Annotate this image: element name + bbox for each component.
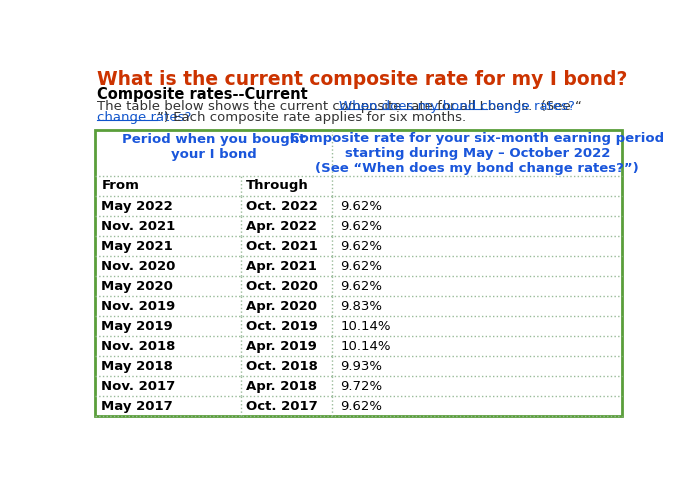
Text: 9.83%: 9.83% [340, 300, 382, 312]
Text: Apr. 2022: Apr. 2022 [246, 220, 316, 233]
Text: From: From [102, 180, 139, 192]
Text: When does my bond change rates?: When does my bond change rates? [340, 100, 575, 113]
Text: Nov. 2020: Nov. 2020 [102, 259, 176, 273]
Text: 9.72%: 9.72% [340, 379, 382, 393]
Text: May 2017: May 2017 [102, 400, 173, 413]
Text: Oct. 2018: Oct. 2018 [246, 360, 318, 372]
Text: Oct. 2021: Oct. 2021 [246, 240, 317, 252]
Text: Apr. 2019: Apr. 2019 [246, 340, 316, 353]
Text: 10.14%: 10.14% [340, 319, 391, 333]
Text: Nov. 2017: Nov. 2017 [102, 379, 176, 393]
Text: May 2020: May 2020 [102, 280, 174, 293]
Text: Apr. 2018: Apr. 2018 [246, 379, 316, 393]
Text: Nov. 2019: Nov. 2019 [102, 300, 176, 312]
Text: May 2021: May 2021 [102, 240, 173, 252]
Text: May 2019: May 2019 [102, 319, 173, 333]
Text: Oct. 2022: Oct. 2022 [246, 199, 317, 212]
Text: 9.93%: 9.93% [340, 360, 382, 372]
Text: 10.14%: 10.14% [340, 340, 391, 353]
Text: Oct. 2017: Oct. 2017 [246, 400, 317, 413]
Bar [95, 129, 622, 416]
Text: 9.62%: 9.62% [340, 280, 382, 293]
Text: May 2018: May 2018 [102, 360, 174, 372]
Text: 9.62%: 9.62% [340, 240, 382, 252]
Text: 9.62%: 9.62% [340, 259, 382, 273]
Text: The table below shows the current composite rate for all I bonds.  (See “: The table below shows the current compos… [97, 100, 582, 113]
Text: change rates?: change rates? [97, 111, 191, 124]
Text: Composite rate for your six-month earning period
starting during May – October 2: Composite rate for your six-month earnin… [290, 132, 664, 175]
Text: 9.62%: 9.62% [340, 199, 382, 212]
Text: Nov. 2018: Nov. 2018 [102, 340, 176, 353]
Text: Nov. 2021: Nov. 2021 [102, 220, 176, 233]
Text: Through: Through [246, 180, 309, 192]
Text: 9.62%: 9.62% [340, 400, 382, 413]
Text: Oct. 2019: Oct. 2019 [246, 319, 317, 333]
Text: Oct. 2020: Oct. 2020 [246, 280, 318, 293]
Text: ”) Each composite rate applies for six months.: ”) Each composite rate applies for six m… [158, 111, 466, 124]
Text: Apr. 2021: Apr. 2021 [246, 259, 316, 273]
Text: Period when you bought
your I bond: Period when you bought your I bond [122, 133, 305, 161]
Text: May 2022: May 2022 [102, 199, 173, 212]
Text: Composite rates--Current: Composite rates--Current [97, 87, 307, 102]
Text: 9.62%: 9.62% [340, 220, 382, 233]
Text: Apr. 2020: Apr. 2020 [246, 300, 316, 312]
Text: What is the current composite rate for my I bond?: What is the current composite rate for m… [97, 70, 627, 89]
